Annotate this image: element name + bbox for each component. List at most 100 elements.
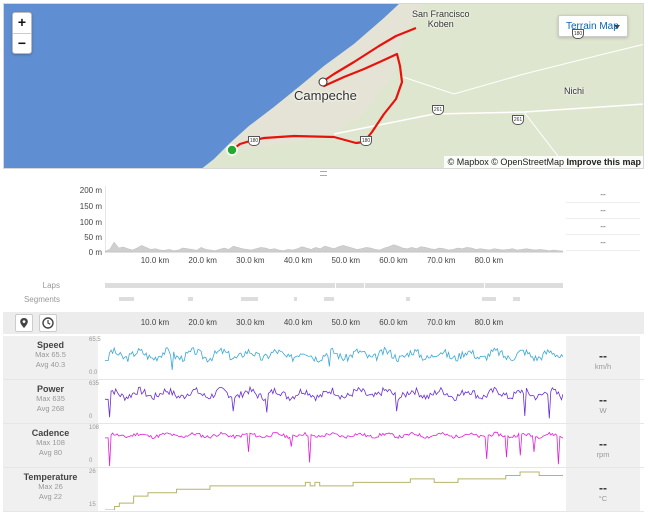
y-tick: 200 m xyxy=(79,186,102,195)
stream-axis-top: 26 xyxy=(89,469,96,475)
stream-current-value: -- xyxy=(599,349,607,363)
stream-label-power: Power Max 635 Avg 268 xyxy=(3,380,98,423)
segment-bar[interactable] xyxy=(481,297,497,301)
gulf-water xyxy=(4,4,399,168)
zoom-out-button[interactable]: − xyxy=(13,33,31,53)
route-line xyxy=(231,26,417,151)
stream-current-value: -- xyxy=(599,481,607,495)
map-canvas[interactable] xyxy=(4,4,644,169)
stream-avg: Avg 22 xyxy=(38,492,63,501)
stream-line-temperature xyxy=(105,471,563,510)
highway-shield: 261 xyxy=(512,115,524,125)
segment-bar[interactable] xyxy=(119,297,134,301)
segment-bar[interactable] xyxy=(294,297,297,301)
x-tick-label: 10.0 km xyxy=(140,256,170,265)
stream-title: Cadence xyxy=(31,428,70,438)
urban-area xyxy=(229,4,424,149)
stream-avg: Avg 268 xyxy=(36,404,65,413)
zoom-control: + − xyxy=(12,12,32,54)
stream-divider xyxy=(3,511,644,512)
improve-map-link[interactable]: Improve this map xyxy=(566,157,641,167)
lap-bar[interactable] xyxy=(105,283,336,288)
stream-chart-speed[interactable] xyxy=(105,338,563,378)
y-tick: 0 m xyxy=(88,248,102,257)
stream-label-cadence: Cadence Max 108 Avg 80 xyxy=(3,424,98,467)
side-stat: -- xyxy=(566,203,640,219)
x-tick-label: 10.0 km xyxy=(140,318,170,327)
x-tick-label: 60.0 km xyxy=(379,318,408,327)
stream-line-speed xyxy=(105,346,563,370)
x-tick-label: 30.0 km xyxy=(236,318,265,327)
route-map[interactable]: + − Terrain Map San Francisco Koben Camp… xyxy=(3,3,644,169)
x-tick-label: 70.0 km xyxy=(426,256,456,265)
mapbox-credit[interactable]: © Mapbox xyxy=(447,157,489,167)
y-tick: 100 m xyxy=(79,218,102,227)
terrain-map-label: Terrain Map xyxy=(566,21,619,32)
segment-bar[interactable] xyxy=(188,297,194,301)
town-label-line1: San Francisco xyxy=(412,9,470,19)
terrain-map-dropdown[interactable]: Terrain Map xyxy=(558,15,628,37)
x-tick-label: 70.0 km xyxy=(426,318,456,327)
caret-down-icon xyxy=(614,25,620,29)
x-tick-label: 40.0 km xyxy=(283,256,313,265)
stream-chart-temperature[interactable] xyxy=(105,470,563,510)
stream-avg: Avg 80 xyxy=(38,448,63,457)
segment-bar[interactable] xyxy=(405,297,411,301)
x-tick-label: 20.0 km xyxy=(188,318,217,327)
distance-mode-button[interactable] xyxy=(15,314,33,332)
time-mode-button[interactable] xyxy=(39,314,57,332)
lap-bar[interactable] xyxy=(364,283,485,288)
stream-axis-bottom: 0.0 xyxy=(89,370,98,376)
x-tick-label: 40.0 km xyxy=(283,318,313,327)
highway-shield: 180 xyxy=(360,136,372,146)
x-tick-label: 20.0 km xyxy=(188,256,217,265)
stream-unit: °C xyxy=(598,494,608,503)
nichi-label: Nichi xyxy=(564,86,585,96)
stream-value-temperature: -- °C xyxy=(566,468,640,511)
clock-icon xyxy=(42,317,54,329)
y-tick: 150 m xyxy=(79,202,102,211)
stream-label-speed: Speed Max 65.5 Avg 40.3 xyxy=(3,336,98,379)
stream-value-cadence: -- rpm xyxy=(566,424,640,467)
x-tick-label: 50.0 km xyxy=(331,318,360,327)
stream-chart-cadence[interactable] xyxy=(105,426,563,466)
x-tick-label: 80.0 km xyxy=(474,318,504,327)
elevation-profile xyxy=(105,241,563,253)
stream-divider xyxy=(3,379,644,380)
highway-shield: 261 xyxy=(432,105,444,115)
stream-line-cadence xyxy=(105,431,563,466)
side-stat: -- xyxy=(566,219,640,235)
stream-avg: Avg 40.3 xyxy=(35,360,66,369)
lap-bar[interactable] xyxy=(485,283,563,288)
stream-axis-bottom: 0 xyxy=(89,458,93,464)
stream-axis-top: 65.5 xyxy=(89,337,101,343)
stream-chart-power[interactable] xyxy=(105,382,563,422)
finish-marker xyxy=(318,77,328,87)
stream-current-value: -- xyxy=(599,437,607,451)
stream-max: Max 108 xyxy=(36,438,65,447)
stream-max: Max 65.5 xyxy=(35,350,66,359)
stream-divider xyxy=(3,423,644,424)
map-resize-handle[interactable] xyxy=(320,171,327,176)
highway-shield: 180 xyxy=(248,136,260,146)
lap-bar[interactable] xyxy=(336,283,364,288)
side-stat: -- xyxy=(566,187,640,203)
stream-title: Speed xyxy=(36,340,64,350)
stream-unit: W xyxy=(599,406,607,415)
town-label-line2: Koben xyxy=(427,19,454,29)
stream-axis-top: 635 xyxy=(89,381,100,387)
city-label: Campeche xyxy=(294,88,357,103)
side-stat: -- xyxy=(566,235,640,251)
zoom-in-button[interactable]: + xyxy=(17,14,27,30)
segment-bar[interactable] xyxy=(240,297,258,301)
elevation-chart[interactable] xyxy=(105,186,563,254)
segment-bar[interactable] xyxy=(512,297,521,301)
stream-value-power: -- W xyxy=(566,380,640,423)
osm-credit[interactable]: © OpenStreetMap xyxy=(491,157,564,167)
segment-bar[interactable] xyxy=(324,297,334,301)
stream-axis-bottom: 0 xyxy=(89,414,93,420)
highway-shield: 180 xyxy=(572,29,584,39)
road xyxy=(333,103,643,135)
stream-title: Power xyxy=(36,384,64,394)
road xyxy=(399,43,643,95)
